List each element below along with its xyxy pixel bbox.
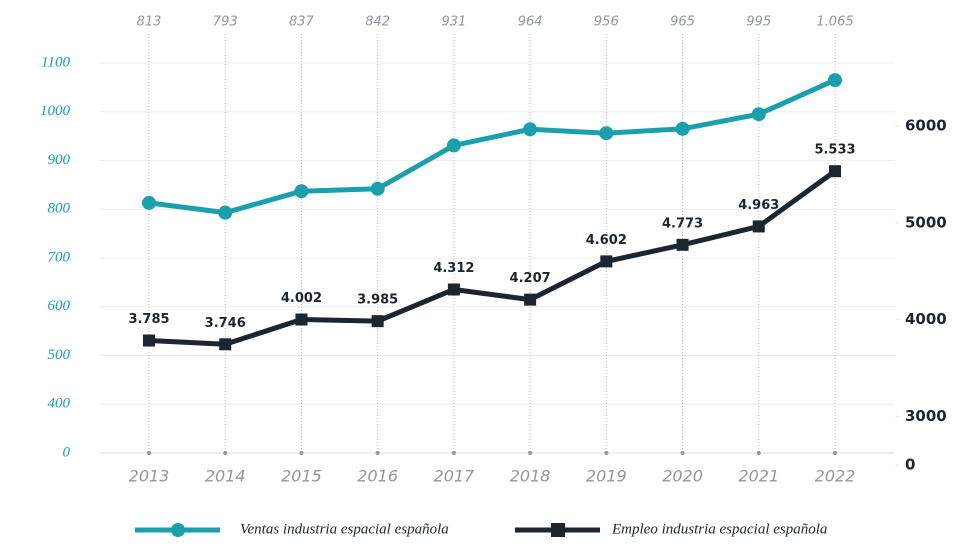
y-tick-label: 400	[48, 396, 71, 412]
legend-label: Empleo industria espacial española	[611, 521, 827, 537]
data-label: 4.602	[586, 233, 627, 248]
top-value-label: 793	[213, 15, 238, 30]
x-tick-label: 2016	[357, 467, 398, 486]
y-tick-label: 0	[63, 444, 71, 460]
data-label: 4.207	[510, 271, 551, 286]
point	[218, 205, 233, 220]
x-tick-label: 2013	[129, 467, 170, 486]
y2-tick-label: 3000	[905, 407, 947, 425]
top-value-label: 837	[289, 15, 315, 30]
x-tick-label: 2014	[205, 467, 246, 486]
axis-dot	[756, 451, 761, 455]
point	[371, 315, 384, 328]
y-tick-label: 500	[48, 347, 71, 363]
y2-tick-label: 4000	[905, 310, 947, 328]
data-label: 3.985	[357, 293, 398, 308]
point	[447, 283, 460, 296]
top-value-label: 1.065	[816, 15, 853, 30]
series-line	[148, 169, 837, 347]
y2-tick-label: 0	[905, 456, 915, 474]
x-tick-label: 2021	[738, 467, 779, 486]
data-label: 4.963	[738, 198, 779, 213]
x-tick-label: 2017	[434, 467, 476, 486]
point	[143, 334, 155, 347]
axis-dot	[451, 451, 456, 455]
point	[675, 121, 690, 136]
legend-marker	[551, 523, 565, 537]
point	[142, 195, 156, 210]
point	[524, 293, 537, 306]
legend-marker	[171, 523, 185, 537]
y-tick-label: 700	[48, 249, 71, 265]
top-value-label: 813	[137, 15, 162, 30]
point	[295, 313, 308, 326]
data-label: 4.773	[662, 216, 703, 231]
legend-label: Ventas industria espacial española	[240, 521, 449, 537]
axis-dot	[528, 451, 533, 455]
data-label: 4.002	[281, 291, 322, 306]
top-value-label: 842	[365, 15, 390, 30]
point	[370, 181, 385, 196]
point	[676, 238, 689, 251]
axis-dot	[223, 451, 228, 455]
y2-tick-label: 6000	[905, 116, 947, 134]
x-tick-label: 2019	[586, 467, 627, 486]
x-tick-label: 2022	[815, 467, 856, 486]
point	[751, 107, 766, 122]
axis-dot	[833, 451, 837, 455]
axis-dot	[299, 451, 304, 455]
x-tick-label: 2015	[281, 467, 322, 486]
y-tick-label: 1000	[40, 103, 71, 119]
point	[294, 184, 309, 199]
x-tick-label: 2020	[662, 467, 703, 486]
point	[446, 138, 461, 153]
data-label: 5.533	[814, 143, 855, 158]
y-tick-label: 600	[48, 298, 71, 314]
top-value-label: 931	[441, 15, 466, 30]
axis-dot	[147, 451, 151, 455]
y2-tick-label: 5000	[905, 213, 947, 231]
axis-dot	[680, 451, 685, 455]
top-value-label: 995	[746, 15, 771, 30]
top-value-label: 956	[594, 15, 619, 30]
top-value-label: 964	[518, 15, 543, 30]
y-tick-label: 1100	[41, 54, 70, 70]
axis-dot	[375, 451, 380, 455]
point	[828, 73, 842, 88]
point	[599, 126, 614, 141]
top-value-label: 965	[670, 15, 695, 30]
point	[752, 220, 765, 233]
point	[829, 165, 841, 178]
x-tick-label: 2018	[510, 467, 551, 486]
point	[600, 255, 613, 268]
data-label: 3.746	[205, 316, 246, 331]
y-tick-label: 900	[48, 152, 71, 168]
data-label: 4.312	[433, 261, 474, 276]
point	[523, 122, 538, 137]
data-label: 3.785	[128, 312, 169, 327]
point	[219, 338, 232, 351]
y-tick-label: 800	[48, 201, 71, 217]
series-line	[148, 77, 837, 216]
axis-dot	[604, 451, 609, 455]
